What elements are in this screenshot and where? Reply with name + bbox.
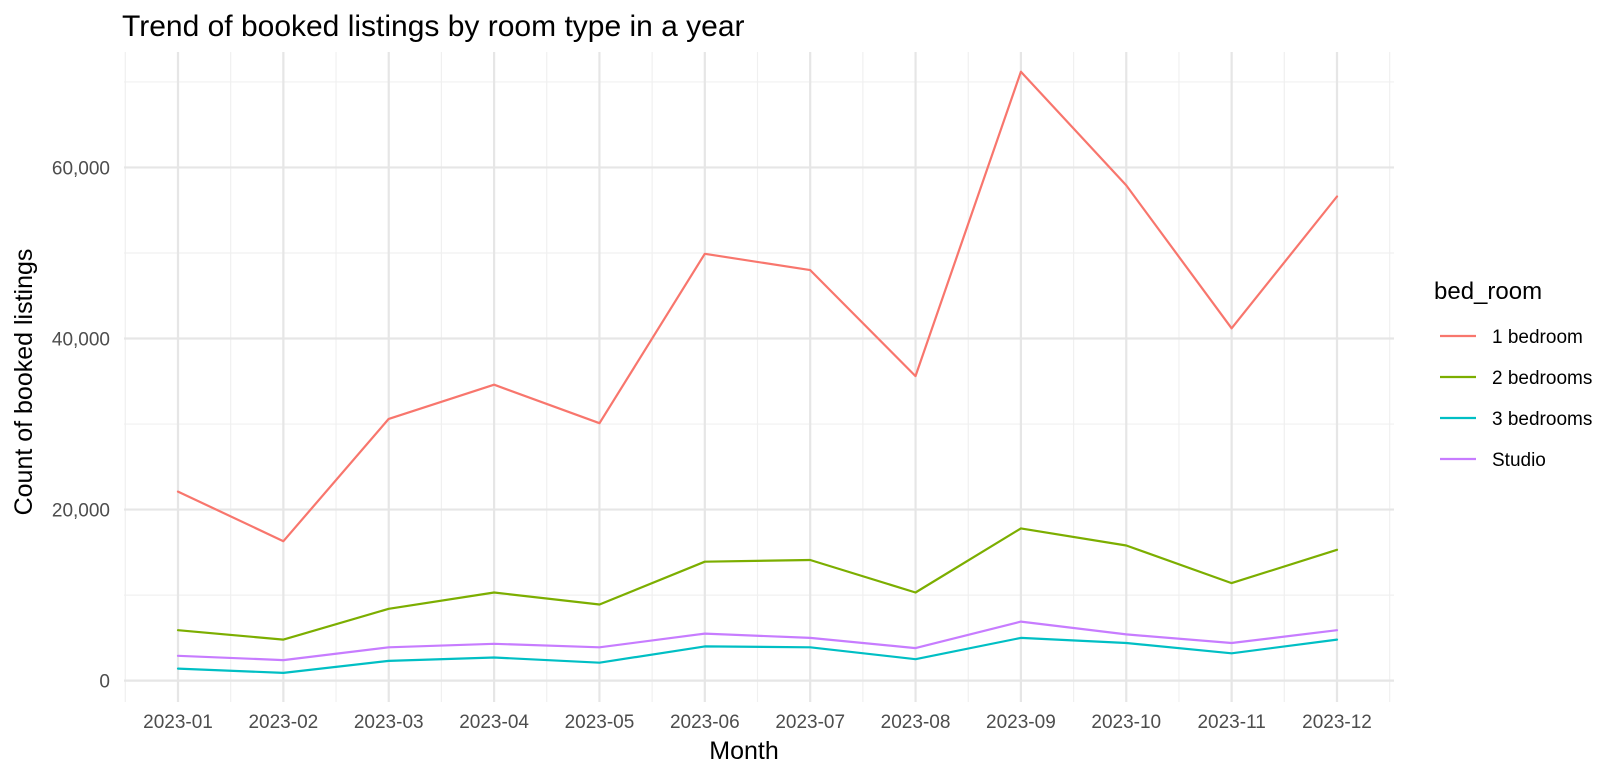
x-tick-label: 2023-04: [459, 712, 529, 733]
x-tick-label: 2023-05: [565, 712, 635, 733]
legend-label-1-bedroom: 1 bedroom: [1492, 327, 1583, 348]
x-axis-ticks: 2023-01 2023-02 2023-03 2023-04 2023-05 2023-…: [143, 712, 1372, 733]
legend-label-studio: Studio: [1492, 450, 1546, 471]
x-tick-label: 2023-06: [670, 712, 740, 733]
x-tick-label: 2023-07: [775, 712, 845, 733]
y-axis-title: Count of booked listings: [10, 249, 38, 516]
y-tick-label: 0: [99, 672, 110, 693]
legend-title: bed_room: [1434, 278, 1542, 305]
x-tick-label: 2023-10: [1091, 712, 1161, 733]
x-tick-label: 2023-08: [881, 712, 951, 733]
x-tick-label: 2023-01: [143, 712, 213, 733]
x-tick-label: 2023-02: [248, 712, 318, 733]
x-tick-label: 2023-11: [1197, 712, 1265, 733]
series-line-studio: [176, 620, 1339, 662]
legend-label-3-bedrooms: 3 bedrooms: [1492, 409, 1592, 430]
x-tick-label: 2023-03: [354, 712, 424, 733]
y-tick-label: 20,000: [52, 501, 110, 522]
y-tick-label: 60,000: [52, 158, 110, 179]
x-tick-label: 2023-09: [986, 712, 1056, 733]
series-line-3-bedrooms: [176, 636, 1339, 675]
legend-label-2-bedrooms: 2 bedrooms: [1492, 368, 1592, 389]
chart-title: Trend of booked listings by room type in…: [122, 10, 745, 43]
grid: [124, 52, 1394, 702]
x-axis-title: Month: [709, 737, 778, 765]
series-layer: [176, 70, 1339, 675]
y-tick-label: 40,000: [52, 330, 110, 351]
series-line-2-bedrooms: [176, 527, 1339, 641]
legend: bed_room 1 bedroom 2 bedrooms 3 bedrooms St…: [1434, 278, 1592, 471]
y-axis-ticks: 0 20,000 40,000 60,000: [52, 158, 110, 692]
x-tick-label: 2023-12: [1302, 712, 1372, 733]
series-line-1-bedroom: [176, 70, 1339, 543]
